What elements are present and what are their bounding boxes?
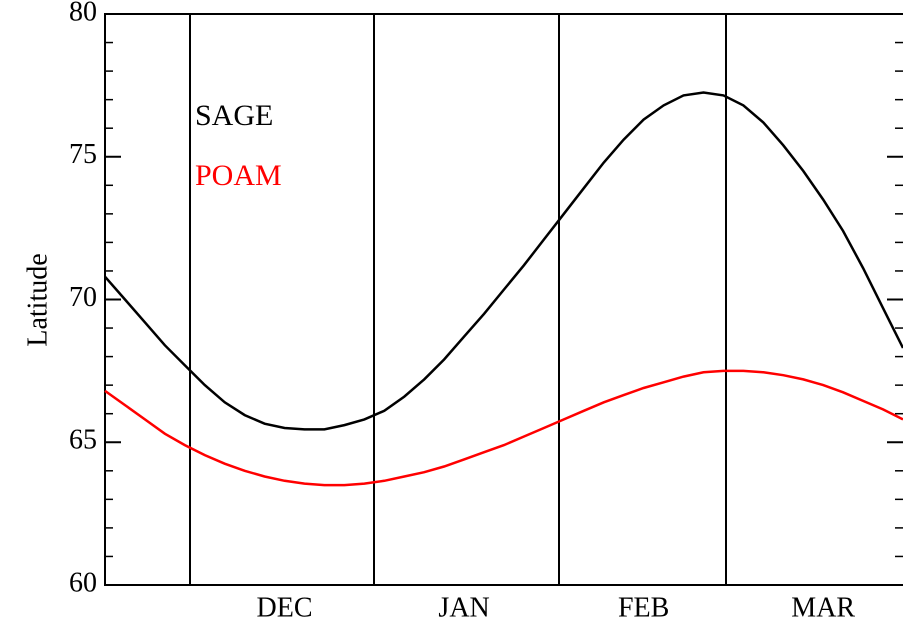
- legend-entry: POAM: [195, 159, 282, 192]
- x-tick-label: MAR: [791, 592, 855, 623]
- y-tick-label: 60: [69, 567, 97, 598]
- y-tick-label: 80: [69, 0, 97, 27]
- x-tick-label: DEC: [257, 592, 313, 623]
- x-tick-label: JAN: [438, 592, 489, 623]
- series-line: [104, 369, 903, 487]
- series-line: [104, 91, 903, 431]
- legend-entry: SAGE: [195, 99, 273, 132]
- y-tick-label: 70: [69, 282, 97, 313]
- month-separators: [189, 14, 727, 585]
- y-axis-label: Latitude: [22, 253, 53, 346]
- y-tick-label: 65: [69, 425, 97, 456]
- x-tick-label: FEB: [618, 592, 669, 623]
- y-tick-label: 75: [69, 139, 97, 170]
